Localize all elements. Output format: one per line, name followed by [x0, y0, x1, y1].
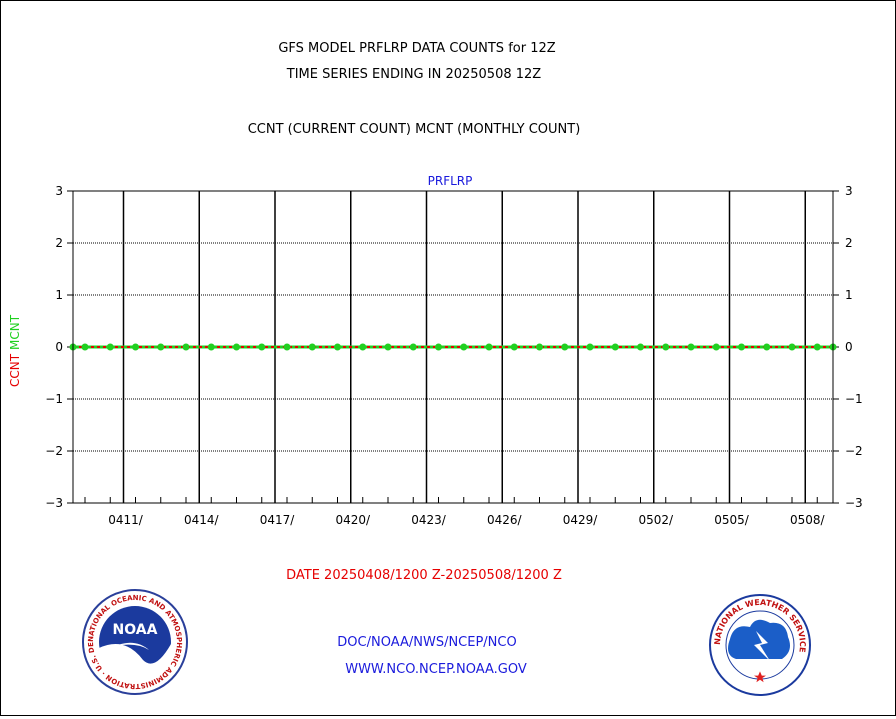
x-tick-label: 0502/ — [638, 513, 674, 527]
data-point-mcnt — [435, 343, 442, 351]
date-range-label: DATE 20250408/1200 Z-20250508/1200 Z — [286, 568, 562, 583]
y-tick-label-right: −1 — [845, 392, 863, 406]
org-label: DOC/NOAA/NWS/NCEP/NCO — [337, 635, 516, 650]
data-point-mcnt — [637, 343, 644, 351]
data-point-mcnt — [662, 343, 670, 351]
data-point-mcnt — [132, 343, 139, 351]
y-tick-label-left: 1 — [55, 288, 63, 302]
y-tick-label-right: 1 — [845, 288, 853, 302]
legend-description: CCNT (CURRENT COUNT) MCNT (MONTHLY COUNT… — [248, 122, 581, 137]
data-point-mcnt — [712, 343, 720, 351]
data-point-mcnt — [738, 343, 745, 351]
data-point-mcnt — [106, 343, 114, 351]
data-point-mcnt — [813, 343, 821, 351]
y-tick-label-right: 0 — [845, 340, 853, 354]
chart-title-line1: GFS MODEL PRFLRP DATA COUNTS for 12Z — [278, 41, 555, 56]
data-point-mcnt — [788, 343, 796, 351]
noaa-logo-text: NOAA — [113, 622, 158, 638]
data-point-mcnt — [308, 343, 316, 351]
data-point-mcnt — [536, 343, 543, 351]
y-tick-label-left: 3 — [55, 184, 63, 198]
data-point-mcnt — [485, 343, 493, 351]
data-point-mcnt — [207, 343, 215, 351]
data-point-mcnt — [283, 343, 291, 351]
y-tick-label-right: 2 — [845, 236, 853, 250]
x-tick-layer: 0411/0414/0417/0420/0423/0426/0429/0502/… — [108, 513, 825, 527]
series-layer — [69, 343, 837, 351]
x-tick-label: 0411/ — [108, 513, 144, 527]
data-point-mcnt — [460, 343, 468, 351]
plot-title: PRFLRP — [428, 174, 473, 188]
data-point-mcnt — [233, 343, 240, 351]
y-axis-label-mcnt: MCNT — [8, 314, 22, 350]
data-point-mcnt — [586, 343, 594, 351]
data-point-mcnt — [157, 343, 165, 351]
data-point-mcnt — [359, 343, 367, 351]
data-point-mcnt — [409, 343, 417, 351]
data-point-mcnt — [334, 343, 341, 351]
x-tick-label: 0414/ — [184, 513, 220, 527]
plot-border — [72, 190, 834, 504]
y-tick-label-left: 2 — [55, 236, 63, 250]
data-point-mcnt — [384, 343, 392, 351]
x-tick-label: 0505/ — [714, 513, 750, 527]
x-tick-label: 0429/ — [563, 513, 599, 527]
data-point-mcnt — [611, 343, 619, 351]
y-tick-label-right: 3 — [845, 184, 853, 198]
data-point-mcnt — [687, 343, 695, 351]
y-tick-label-left: −1 — [45, 392, 63, 406]
y-tick-label-right: −2 — [845, 444, 863, 458]
y-tick-label-right: −3 — [845, 496, 863, 510]
noaa-logo: NOAA NATIONAL OCEANIC AND ATMOSPHERIC AD… — [82, 589, 188, 695]
data-point-mcnt — [81, 343, 89, 351]
nws-logo: NATIONAL WEATHER SERVICE — [709, 594, 811, 696]
x-tick-label: 0508/ — [790, 513, 826, 527]
x-tick-label: 0420/ — [335, 513, 371, 527]
y-tick-layer: −3 −3 −2 −2 −1 −1 0 0 1 1 2 2 3 3 — [45, 184, 862, 510]
url-label: WWW.NCO.NCEP.NOAA.GOV — [345, 662, 527, 677]
chart-title-line2: TIME SERIES ENDING IN 20250508 12Z — [286, 67, 542, 82]
y-axis-label: CCNT MCNT — [8, 314, 22, 387]
y-tick-label-left: −3 — [45, 496, 63, 510]
x-tick-label: 0426/ — [487, 513, 523, 527]
x-tick-label: 0417/ — [260, 513, 296, 527]
y-tick-label-left: 0 — [55, 340, 63, 354]
data-point-mcnt — [561, 343, 569, 351]
y-tick-label-left: −2 — [45, 444, 63, 458]
data-point-mcnt — [510, 343, 518, 351]
data-point-mcnt — [258, 343, 266, 351]
data-point-mcnt — [763, 343, 771, 351]
x-tick-label: 0423/ — [411, 513, 447, 527]
y-axis-label-ccnt: CCNT — [8, 353, 22, 387]
data-point-mcnt — [182, 343, 190, 351]
